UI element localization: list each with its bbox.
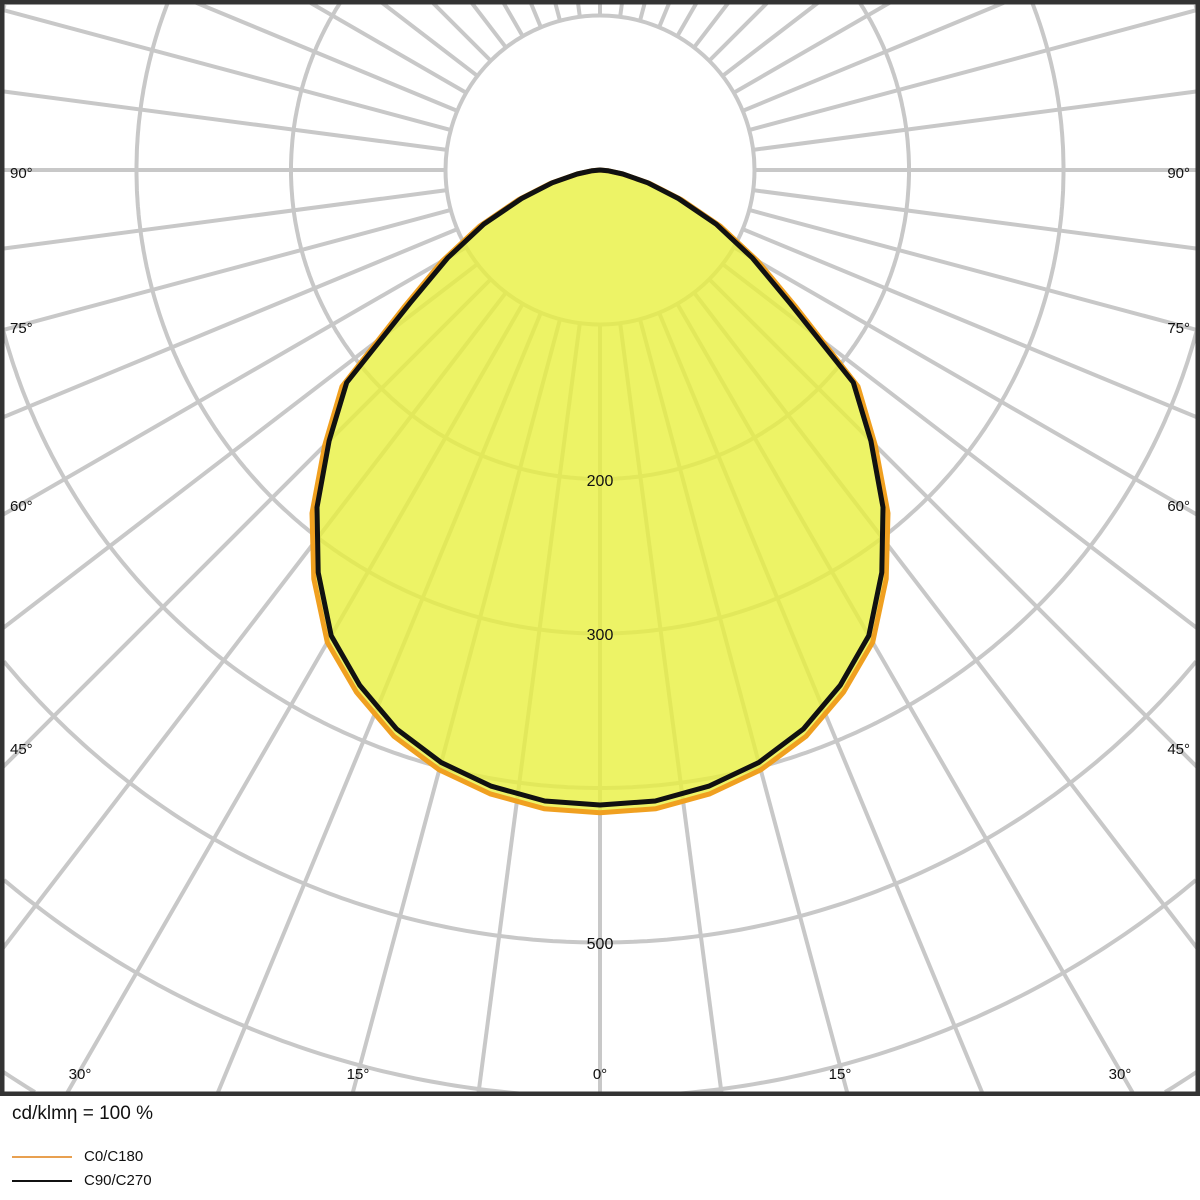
angle-label-left: 45°	[10, 741, 33, 758]
radial-gridline	[748, 7, 1200, 132]
radial-gridline	[741, 227, 1200, 421]
angle-label-right: 60°	[1167, 498, 1190, 515]
angle-label-right: 75°	[1167, 320, 1190, 337]
ring-gridline	[2, 878, 1198, 1096]
angle-label-left: 75°	[10, 320, 33, 337]
radial-gridline	[188, 0, 459, 113]
radial-gridline	[732, 245, 1200, 519]
ring-gridline	[2, 1070, 1198, 1094]
angle-label-bottom: 15°	[829, 1066, 852, 1083]
angle-label-bottom: 0°	[593, 1066, 607, 1083]
legend-label: C90/C270	[84, 1172, 152, 1189]
angle-label-bottom: 15°	[347, 1066, 370, 1083]
labels: 200 300 500 90° 75° 60° 45° 90° 75° 60° 45° 30° 15° 0…	[10, 165, 1190, 1083]
radial-tick-label: 500	[587, 936, 614, 953]
plot-frame	[0, 0, 1200, 1096]
radial-gridline	[721, 0, 823, 78]
radial-gridline	[0, 188, 448, 251]
radial-gridline	[467, 0, 508, 49]
legend-item-c90: C90/C270	[12, 1172, 152, 1189]
radial-gridline	[692, 0, 733, 49]
radial-gridline	[0, 89, 448, 152]
angle-label-left: 60°	[10, 498, 33, 515]
radial-gridline	[527, 0, 543, 29]
legend-swatch-orange	[12, 1155, 72, 1158]
legend-swatch-black	[12, 1179, 72, 1182]
legend-item-c0: C0/C180	[12, 1148, 143, 1165]
series-c90-c270	[314, 167, 886, 808]
angle-label-right: 45°	[1167, 741, 1190, 758]
radial-tick-label: 300	[587, 627, 614, 644]
radial-gridline	[741, 0, 1012, 113]
radial-gridline	[0, 7, 452, 132]
radial-gridline	[752, 188, 1200, 251]
radial-gridline	[428, 0, 493, 63]
legend-label: C0/C180	[84, 1148, 144, 1165]
angle-label-left: 90°	[10, 165, 33, 182]
angle-label-right: 90°	[1167, 165, 1190, 182]
polar-chart: 200 300 500 90° 75° 60° 45° 90° 75° 60° 45° 30° 15° 0…	[0, 0, 1200, 1096]
radial-gridline	[707, 0, 772, 63]
radial-gridline	[0, 245, 468, 519]
radial-gridline	[752, 89, 1200, 152]
angle-label-bottom: 30°	[1109, 1066, 1132, 1083]
ring-gridline	[2, 660, 1198, 945]
radial-gridline	[675, 0, 700, 38]
angle-label-bottom: 30°	[69, 1066, 92, 1083]
radial-gridline	[657, 0, 673, 29]
radial-gridline	[0, 227, 459, 421]
series-c0-c180	[309, 167, 891, 816]
radial-gridline	[748, 208, 1200, 333]
radial-gridline	[500, 0, 525, 38]
radial-gridline	[377, 0, 479, 78]
radial-gridline	[0, 208, 452, 333]
radial-tick-label: 200	[587, 473, 614, 490]
curves	[309, 167, 891, 816]
legend-title: cd/klmη = 100 %	[12, 1103, 153, 1124]
